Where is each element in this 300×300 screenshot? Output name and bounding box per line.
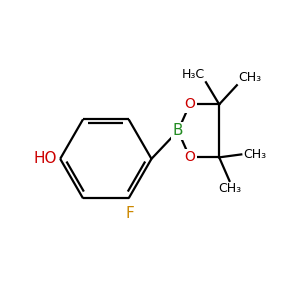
- Text: CH₃: CH₃: [243, 148, 266, 161]
- Text: O: O: [184, 150, 195, 164]
- Text: F: F: [126, 206, 134, 220]
- Text: H₃C: H₃C: [181, 68, 205, 81]
- Text: B: B: [173, 123, 183, 138]
- Text: O: O: [184, 98, 195, 111]
- Text: CH₃: CH₃: [218, 182, 241, 195]
- Text: CH₃: CH₃: [238, 71, 262, 84]
- Text: HO: HO: [34, 151, 57, 166]
